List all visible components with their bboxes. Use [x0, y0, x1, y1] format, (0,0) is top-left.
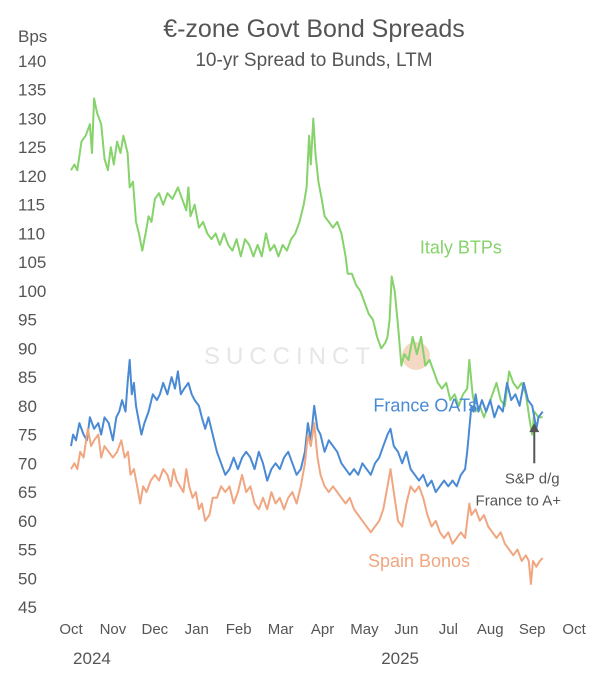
y-tick-label-75: 75 — [18, 426, 37, 445]
y-tick-label-60: 60 — [18, 512, 37, 531]
series-line-france-oats — [70, 358, 544, 494]
year-label-2025: 2025 — [381, 649, 419, 668]
series-lines — [70, 97, 544, 585]
y-tick-label-80: 80 — [18, 397, 37, 416]
annotation-arrow-head-icon — [529, 423, 540, 433]
y-tick-label-135: 135 — [18, 81, 46, 100]
annotation-line-2: France to A+ — [476, 492, 562, 509]
watermark-text: SUCCINCT — [204, 343, 376, 370]
x-tick-label-0: Oct — [59, 621, 83, 638]
year-labels: 2024 2025 — [73, 649, 419, 668]
x-tick-label-9: Jul — [439, 621, 458, 638]
x-tick-label-1: Nov — [100, 621, 127, 638]
x-tick-label-7: May — [350, 621, 379, 638]
x-tick-label-3: Jan — [185, 621, 209, 638]
x-tick-label-8: Jun — [394, 621, 418, 638]
y-tick-label-90: 90 — [18, 339, 37, 358]
y-tick-label-70: 70 — [18, 454, 37, 473]
x-tick-label-6: Apr — [311, 621, 334, 638]
y-tick-label-95: 95 — [18, 311, 37, 330]
y-tick-label-55: 55 — [18, 541, 37, 560]
x-tick-label-5: Mar — [268, 621, 294, 638]
x-axis-ticks: Oct Nov Dec Jan Feb Mar Apr May Jun Jul Aug Sep Oct — [59, 621, 586, 638]
series-label-france-oats: France OATs — [373, 396, 477, 416]
x-tick-label-2: Dec — [142, 621, 169, 638]
watermark: SUCCINCT — [204, 342, 430, 370]
x-tick-label-12: Oct — [562, 621, 586, 638]
y-axis-label: Bps — [18, 27, 47, 46]
series-line-spain-bonos — [70, 422, 544, 585]
series-line-italy-btps — [70, 97, 543, 436]
y-tick-label-45: 45 — [18, 598, 37, 617]
chart-subtitle: 10-yr Spread to Bunds, LTM — [195, 50, 432, 71]
x-tick-label-10: Aug — [477, 621, 504, 638]
year-label-2024: 2024 — [73, 649, 111, 668]
y-tick-label-130: 130 — [18, 109, 46, 128]
y-tick-label-100: 100 — [18, 282, 46, 301]
y-tick-label-120: 120 — [18, 167, 46, 186]
y-tick-label-105: 105 — [18, 253, 46, 272]
y-tick-label-115: 115 — [18, 196, 45, 215]
y-tick-label-110: 110 — [18, 224, 45, 243]
series-label-italy-btps: Italy BTPs — [420, 238, 502, 258]
y-tick-label-85: 85 — [18, 368, 37, 387]
series-label-spain-bonos: Spain Bonos — [368, 551, 470, 571]
series-labels: Italy BTPs France OATs Spain Bonos — [368, 238, 502, 571]
annotation-line-1: S&P d/g — [505, 470, 560, 487]
x-tick-label-4: Feb — [226, 621, 252, 638]
chart-title: €-zone Govt Bond Spreads — [163, 15, 465, 43]
y-tick-label-125: 125 — [18, 138, 46, 157]
y-tick-label-65: 65 — [18, 483, 37, 502]
annotation: S&P d/g France to A+ — [476, 423, 562, 509]
y-axis-ticks: 45 50 55 60 65 70 75 80 85 90 95 100 105 110 115 120 125… — [18, 52, 46, 617]
y-tick-label-140: 140 — [18, 52, 46, 71]
x-tick-label-11: Sep — [519, 621, 546, 638]
y-tick-label-50: 50 — [18, 569, 37, 588]
